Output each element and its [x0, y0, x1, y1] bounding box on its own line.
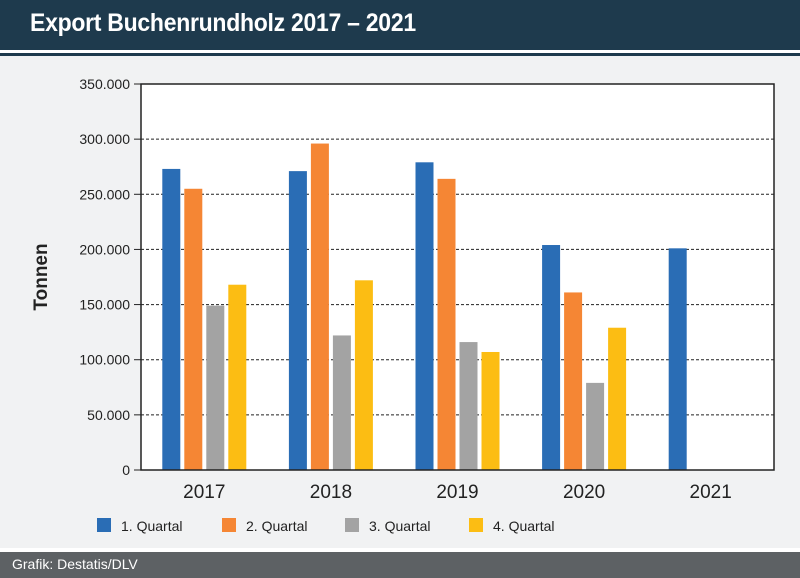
- legend-swatch: [469, 518, 483, 532]
- bar: [415, 162, 434, 470]
- plot-area: [141, 84, 774, 470]
- x-tick-label: 2019: [436, 482, 478, 503]
- bar: [481, 351, 500, 470]
- bar: [437, 178, 456, 471]
- y-tick-label: 350.000: [79, 76, 130, 92]
- header-bar: Export Buchenrundholz 2017 – 2021: [0, 0, 800, 50]
- bar: [206, 305, 225, 470]
- y-tick-label: 50.000: [87, 407, 130, 423]
- legend-label: 2. Quartal: [246, 518, 307, 534]
- bar: [459, 342, 478, 470]
- legend-swatch: [97, 518, 111, 532]
- legend-swatch: [345, 518, 359, 532]
- footer-bar: Grafik: Destatis/DLV: [0, 552, 800, 578]
- bar: [564, 292, 583, 470]
- x-tick-label: 2021: [690, 482, 732, 503]
- plot-border: [140, 83, 775, 471]
- y-tick-label: 200.000: [79, 241, 130, 257]
- legend-swatch: [222, 518, 236, 532]
- x-tick-label: 2018: [310, 482, 352, 503]
- legend-label: 4. Quartal: [493, 518, 554, 534]
- y-tick-label: 150.000: [79, 297, 130, 313]
- x-tick-label: 2017: [183, 482, 225, 503]
- bar: [586, 382, 605, 470]
- bar-chart: 0 50.000 100.000 150.000 200.000 250.000 300.0…: [31, 76, 775, 534]
- bar: [668, 248, 687, 470]
- source-credit: Grafik: Destatis/DLV: [12, 556, 138, 572]
- x-tick-label: 2020: [563, 482, 605, 503]
- bar: [542, 245, 561, 470]
- bar: [608, 327, 627, 470]
- y-tick-label: 100.000: [79, 352, 130, 368]
- bar: [288, 171, 307, 470]
- bar: [228, 284, 247, 470]
- header-divider: [0, 53, 800, 56]
- bar: [354, 280, 373, 470]
- bar: [310, 143, 329, 470]
- chart-title: Export Buchenrundholz 2017 – 2021: [30, 9, 416, 37]
- y-tick-label: 300.000: [79, 131, 130, 147]
- legend-label: 3. Quartal: [369, 518, 430, 534]
- bar: [162, 168, 181, 471]
- legend-label: 1. Quartal: [121, 518, 182, 534]
- y-tick-label: 250.000: [79, 186, 130, 202]
- y-tick-label: 0: [122, 462, 130, 478]
- y-axis-title: Tonnen: [31, 243, 52, 310]
- bar: [184, 188, 203, 470]
- bar: [332, 335, 351, 470]
